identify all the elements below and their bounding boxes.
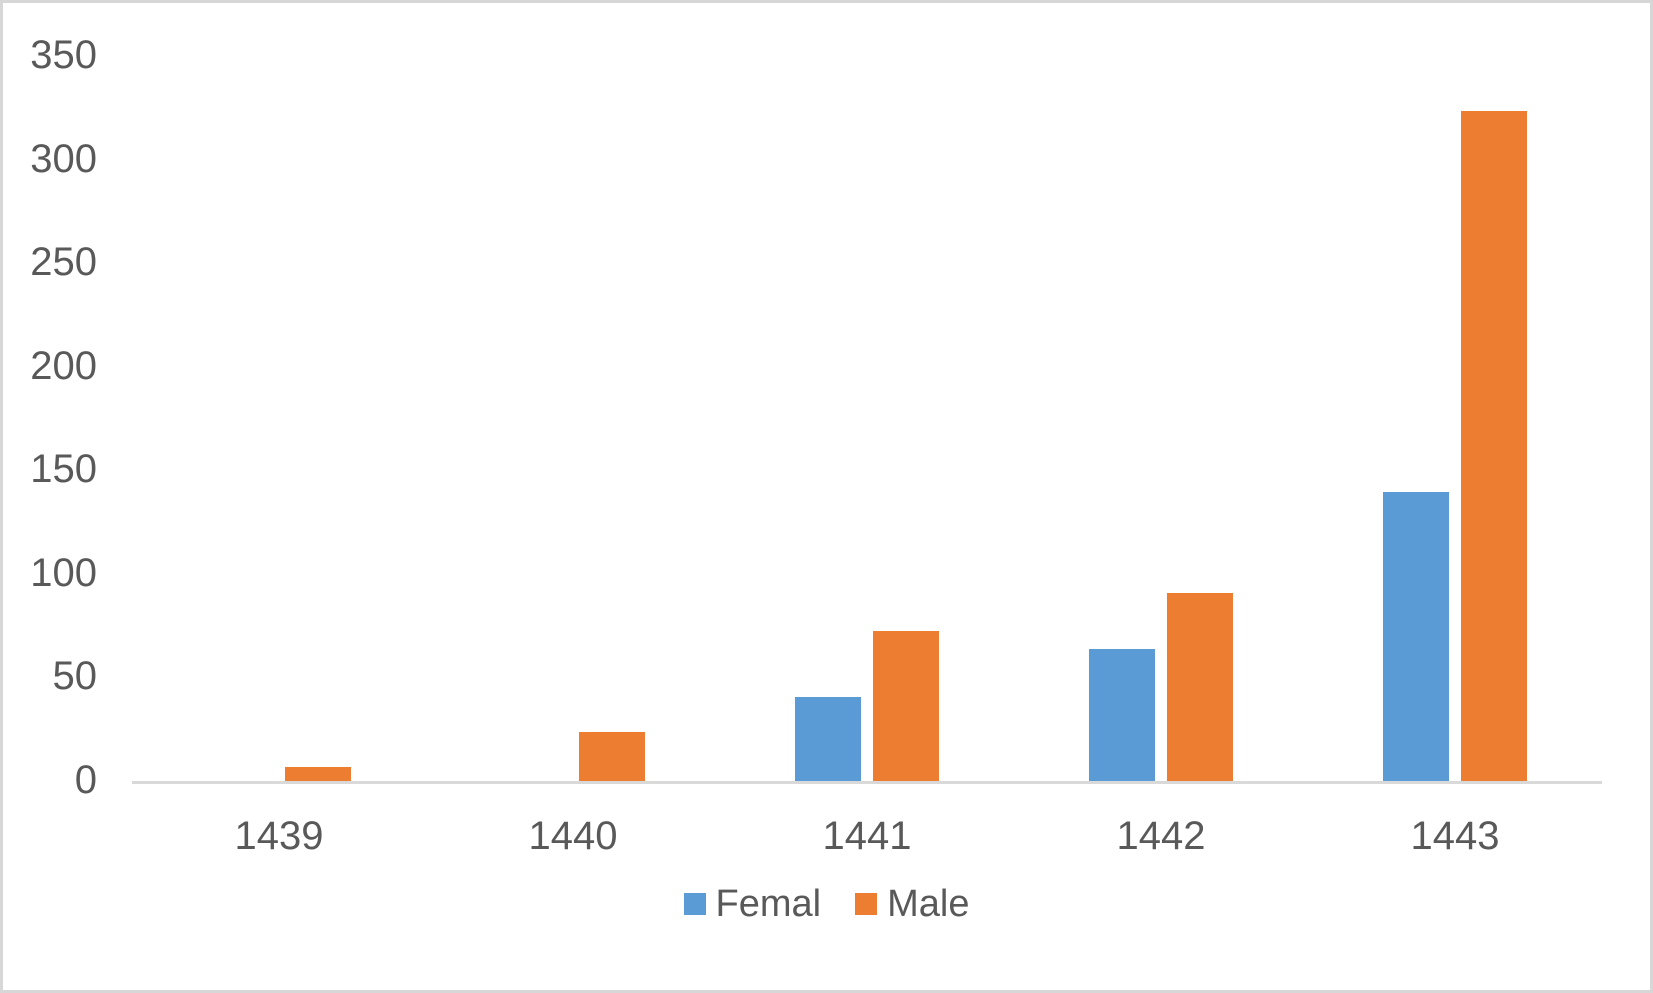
y-axis-tick-label: 0 [74,758,97,802]
bar-male-1439 [285,767,351,784]
bar-group-1439 [132,59,426,784]
y-axis-tick-label: 300 [30,136,97,181]
legend-item-femal: Femal [683,879,822,929]
x-axis-tick-label: 1441 [822,814,912,858]
y-axis-tick-label: 200 [30,343,97,388]
x-axis-tick-label: 1443 [1410,814,1500,858]
y-axis-tick-label: 250 [30,240,97,285]
y-axis-tick-label: 100 [30,550,97,595]
x-axis-tick-label: 1439 [234,814,324,858]
legend-item-male: Male [855,879,969,929]
bar-male-1442 [1167,593,1233,784]
legend-label: Male [887,883,970,925]
x-axis-line [132,781,1602,784]
plot-area [132,59,1602,784]
y-axis-tick-label: 50 [52,654,98,699]
bar-male-1440 [579,732,645,784]
x-axis-tick-label: 1440 [528,814,618,858]
legend-swatch-icon [683,893,706,915]
bar-femal-1443 [1383,491,1449,784]
bar-group-1441 [720,59,1014,784]
legend: Femal Male [3,879,1650,929]
bar-femal-1442 [1089,649,1155,784]
bar-male-1441 [873,630,939,784]
bar-group-1443 [1308,59,1602,784]
y-axis-tick-label: 150 [30,447,97,492]
bar-group-1442 [1014,59,1308,784]
y-axis: 0 50 100 150 200 250 300 350 [3,3,97,990]
x-axis: 1439 1440 1441 1442 1443 [132,811,1602,861]
y-axis-tick-label: 350 [30,33,97,77]
legend-swatch-icon [855,893,878,915]
bar-femal-1441 [795,697,861,784]
bar-male-1443 [1461,110,1527,784]
bar-group-1440 [426,59,720,784]
x-axis-tick-label: 1442 [1116,814,1206,858]
legend-label: Femal [715,883,822,925]
